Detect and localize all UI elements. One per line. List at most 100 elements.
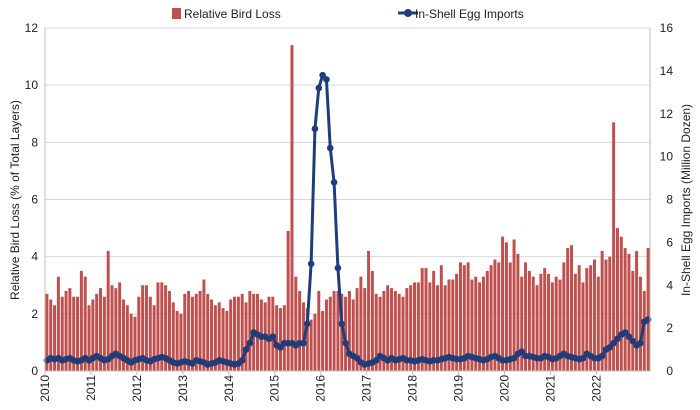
bar <box>351 299 355 371</box>
bar <box>382 290 386 371</box>
bar <box>347 290 351 371</box>
bar <box>282 305 286 371</box>
legend-marker-in-shell-egg-imports <box>404 9 412 17</box>
line-point <box>621 329 629 336</box>
line-point <box>246 339 254 347</box>
bar <box>324 299 328 371</box>
bar <box>363 288 367 371</box>
bar <box>474 276 478 371</box>
bar <box>229 299 233 371</box>
bar <box>531 276 535 371</box>
right-tick-label: 2 <box>666 321 673 335</box>
bar <box>144 285 148 371</box>
bar <box>612 122 616 371</box>
bar <box>428 282 432 371</box>
line-point <box>238 356 246 364</box>
x-tick-label: 2019 <box>452 375 466 402</box>
bar <box>213 305 217 371</box>
series-line <box>46 73 649 367</box>
bar <box>535 285 539 371</box>
x-tick-label: 2014 <box>222 375 236 402</box>
bar <box>466 262 470 371</box>
line-point <box>610 339 617 347</box>
bar <box>317 290 321 371</box>
bar <box>133 316 137 371</box>
left-tick-label: 2 <box>31 307 38 321</box>
x-tick-label: 2022 <box>589 375 603 402</box>
line-point <box>319 71 326 79</box>
x-tick-label: 2020 <box>497 375 511 402</box>
bar <box>60 296 64 371</box>
bar <box>631 270 635 371</box>
line-point <box>625 333 633 341</box>
bar <box>390 288 394 371</box>
line-point <box>598 352 606 360</box>
bar <box>290 45 294 372</box>
bar <box>332 290 336 371</box>
line-point <box>353 354 361 362</box>
legend-swatch-relative-bird-loss <box>172 8 181 19</box>
bar <box>221 308 225 371</box>
bar <box>298 290 302 371</box>
axes <box>44 28 651 372</box>
line-point <box>629 337 637 345</box>
bar <box>91 299 95 371</box>
bar <box>642 290 646 371</box>
bar <box>198 290 202 371</box>
bar <box>524 262 528 371</box>
bar <box>194 293 198 371</box>
legend: Relative Bird Loss In-Shell Egg Imports <box>172 7 524 21</box>
left-axis-ticks: 0 2 4 6 8 10 12 <box>25 21 39 378</box>
bar <box>405 288 409 371</box>
bar <box>577 265 581 371</box>
bar <box>393 290 397 371</box>
bar <box>554 276 558 371</box>
bar <box>45 293 49 371</box>
bar <box>267 296 271 371</box>
bar <box>370 270 374 371</box>
bar <box>233 296 237 371</box>
line-point <box>323 76 330 83</box>
bar <box>344 296 348 371</box>
bar <box>409 285 413 371</box>
bar <box>504 242 508 371</box>
right-axis-ticks: 0 2 4 6 8 10 12 14 16 <box>660 21 674 378</box>
bar <box>248 290 252 371</box>
line-point <box>303 320 311 328</box>
x-tick-label: 2021 <box>543 375 557 402</box>
bar <box>512 239 516 371</box>
bar <box>110 285 114 371</box>
bar <box>378 296 382 371</box>
bar <box>240 293 244 371</box>
bar <box>424 268 428 371</box>
x-tick-label: 2013 <box>176 375 190 402</box>
bar <box>623 248 627 371</box>
bar <box>275 305 279 371</box>
x-tick-label: 2011 <box>84 375 98 401</box>
bar <box>122 299 125 371</box>
line-point <box>334 264 342 272</box>
right-tick-label: 14 <box>660 64 674 78</box>
bar <box>638 276 642 371</box>
x-tick-label: 2016 <box>314 375 328 402</box>
bar <box>106 250 110 371</box>
bar <box>187 290 191 371</box>
bar <box>451 279 455 371</box>
bar <box>305 308 309 371</box>
bar <box>439 265 443 371</box>
bar <box>592 259 596 371</box>
legend-label-relative-bird-loss: Relative Bird Loss <box>184 7 281 21</box>
bar <box>76 296 80 371</box>
bar <box>455 273 459 371</box>
bar <box>294 276 298 371</box>
bar <box>210 299 214 371</box>
bar <box>56 276 60 371</box>
bar <box>340 293 344 371</box>
bar <box>520 276 524 371</box>
bar <box>355 288 359 371</box>
bar <box>72 296 76 371</box>
bar <box>99 288 103 371</box>
bar <box>83 276 87 371</box>
bar <box>462 265 466 371</box>
